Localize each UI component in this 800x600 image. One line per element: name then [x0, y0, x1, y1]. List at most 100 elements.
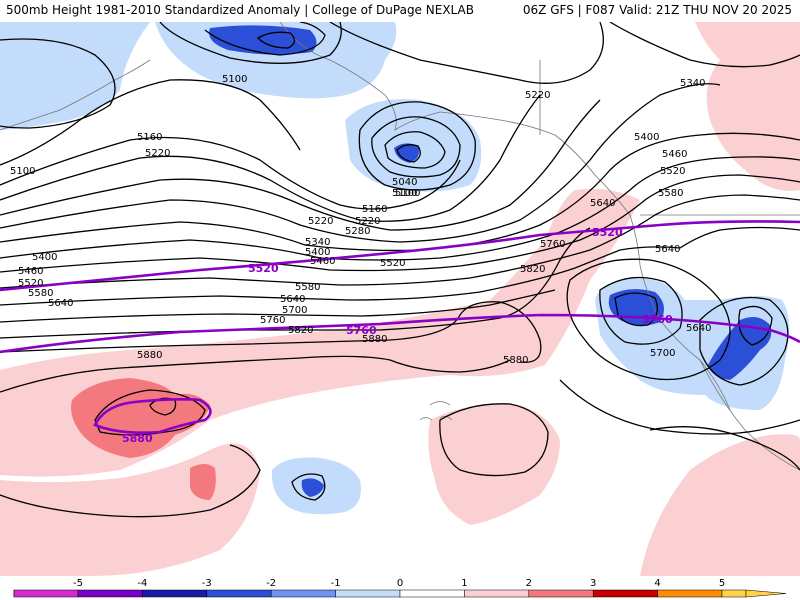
climo-5520 [0, 220, 800, 292]
contour-gulf-alaska-low-1 [358, 101, 476, 191]
contour-5880-west-high [94, 389, 206, 436]
height-label: 5100 [392, 188, 417, 199]
coastline-mexico [699, 359, 800, 471]
height-label: 5220 [308, 216, 333, 227]
height-label: 5640 [280, 294, 305, 305]
height-labels: 5100 5160 5220 5040 5100 5160 5220 5280 … [10, 74, 711, 366]
anomaly-negative-nw [0, 22, 150, 130]
height-label: 5040 [392, 177, 417, 188]
height-label: 5160 [362, 204, 387, 215]
climo-label: 5760 [346, 324, 377, 337]
map-header: 500mb Height 1981-2010 Standardized Anom… [0, 0, 800, 22]
colorbar-tick-label: -5 [73, 578, 83, 589]
contour-hawaii-low [291, 473, 326, 501]
height-label: 5880 [137, 350, 162, 361]
contour-north-pacific-low-inner [256, 31, 296, 49]
contour-california-low-inner [599, 276, 683, 345]
colorbar-tick-label: 0 [397, 578, 403, 589]
climo-5760 [0, 313, 800, 354]
contour-5880-west-large [0, 444, 261, 518]
contour-southeast-arc [559, 379, 800, 435]
run-info: 06Z GFS | F087 Valid: 21Z THU NOV 20 202… [522, 3, 792, 17]
height-label: 5400 [305, 247, 330, 258]
colorbar-segment [270, 589, 336, 598]
height-label: 5580 [658, 188, 683, 199]
contour-gulf-alaska-low-2 [371, 116, 461, 178]
height-anomaly-map: 5100 5160 5220 5040 5100 5160 5220 5280 … [0, 22, 800, 576]
height-label: 5640 [686, 323, 711, 334]
colorbar-segment [142, 589, 208, 598]
contour-5520 [0, 174, 800, 273]
height-label: 5700 [650, 348, 675, 359]
anomaly-positive-southeast [640, 434, 800, 576]
colorbar-tick-label: -2 [266, 578, 276, 589]
contour-southwest-low [699, 296, 789, 386]
colorbar-segment [206, 589, 272, 598]
anomaly-positive-central-pacific [428, 404, 560, 525]
height-label: 5100 [222, 74, 247, 85]
contour-northeast [609, 22, 800, 68]
contour-5580 [0, 194, 800, 289]
coastline-siberia [0, 59, 151, 131]
contour-5880-southeast [649, 426, 800, 471]
colorbar-segment [335, 589, 401, 598]
colorbar-segment [592, 589, 658, 598]
height-label: 5100 [395, 188, 420, 199]
colorbar-tick-label: -3 [202, 578, 212, 589]
anomaly-strong-southwest [708, 316, 772, 380]
height-label: 5880 [362, 334, 387, 345]
contour-5280 [0, 99, 601, 231]
height-label: 5220 [525, 90, 550, 101]
anomaly-strong-hawaii [301, 478, 324, 497]
contour-5820 [0, 301, 542, 363]
anomaly-positive-small-core [190, 464, 216, 500]
colorbar-tick-label: -4 [137, 578, 147, 589]
height-label: 5880 [503, 355, 528, 366]
height-label: 5580 [295, 282, 320, 293]
colorbar-arrow-right [745, 589, 787, 598]
coastlines [0, 22, 800, 471]
colorbar-tick-label: -1 [331, 578, 341, 589]
height-label: 5340 [305, 237, 330, 248]
contour-5220 [0, 94, 541, 222]
climatology-contours [0, 220, 800, 434]
colorbar-segment [528, 589, 594, 598]
climo-label: 5520 [248, 262, 279, 275]
height-label: 5400 [634, 132, 659, 143]
contour-north-pacific-low-outer [159, 22, 342, 64]
colorbar-tick-label: 3 [590, 578, 596, 589]
contour-5700 [0, 289, 556, 323]
height-label: 5220 [355, 216, 380, 227]
climatology-labels: 5520 5520 5760 5760 5880 [122, 226, 673, 445]
colorbar-segment [399, 589, 465, 598]
height-label: 5460 [310, 256, 335, 267]
height-label: 5640 [590, 198, 615, 209]
height-label: 5640 [655, 244, 680, 255]
colorbar-segment [13, 589, 79, 598]
height-label: 5700 [282, 305, 307, 316]
height-label: 5280 [345, 226, 370, 237]
height-label: 5820 [520, 264, 545, 275]
colorbar-segments [13, 589, 787, 598]
contour-5160 [0, 136, 461, 210]
contour-southwest-low-inner [738, 305, 773, 346]
colorbar-ticks: -5 -4 -3 -2 -1 0 1 2 3 4 5 [73, 578, 725, 589]
height-label: 5340 [680, 78, 705, 89]
height-label: 5820 [288, 325, 313, 336]
anomaly-positive-core-west [71, 378, 210, 458]
contour-california-low-core [614, 292, 658, 327]
height-label: 5100 [10, 166, 35, 177]
height-contours [0, 22, 800, 518]
contour-california-low [566, 258, 731, 381]
height-label: 5520 [380, 258, 405, 269]
climo-label: 5760 [642, 313, 673, 326]
coastline-alaska [279, 22, 556, 136]
colorbar-tick-label: 5 [719, 578, 725, 589]
contour-5760 [0, 227, 591, 339]
contour-5100-west [0, 79, 301, 166]
contour-5340 [0, 83, 721, 243]
height-label: 5640 [48, 298, 73, 309]
contour-5640 [0, 229, 721, 306]
anomaly-colorbar: -5 -4 -3 -2 -1 0 1 2 3 4 5 [13, 578, 787, 598]
anomaly-positive-northeast [695, 22, 800, 191]
